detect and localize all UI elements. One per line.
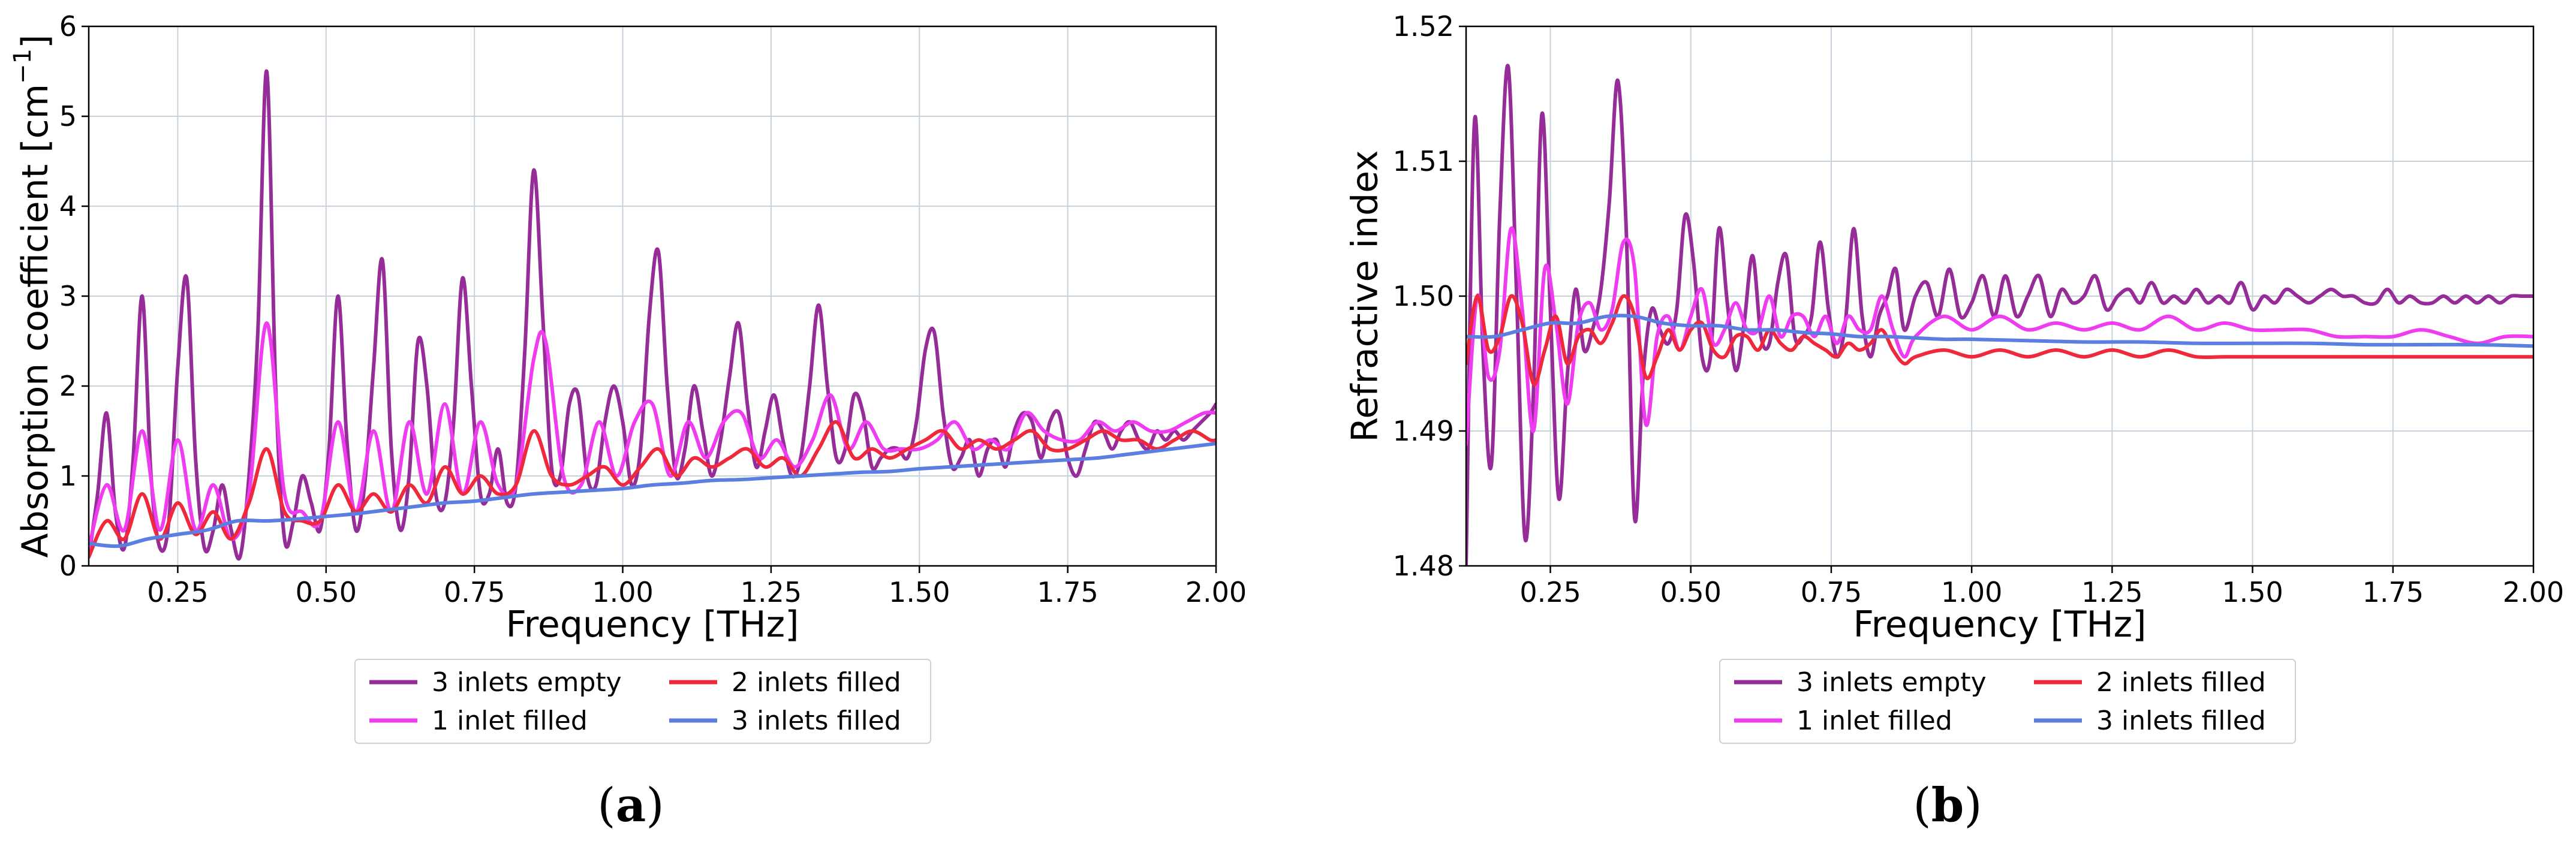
legend-label: 1 inlet filled (1796, 706, 1952, 736)
panel-a-y-axis-label-end: ] (14, 35, 56, 49)
panel-a-series-layer (89, 69, 1216, 561)
legend-item: 3 inlets empty (1734, 667, 1987, 698)
legend-item: 3 inlets empty (369, 667, 622, 698)
legend-label: 3 inlets empty (432, 667, 622, 698)
legend-label: 3 inlets filled (2096, 706, 2266, 736)
x-tick-label: 0.25 (147, 576, 208, 608)
legend-box (1719, 659, 2296, 744)
y-tick-label: 4 (59, 190, 77, 222)
legend-item: 2 inlets filled (669, 667, 901, 698)
series-line-3-inlets-empty (1466, 64, 2533, 566)
legend-item: 3 inlets filled (2034, 706, 2266, 736)
y-tick-label: 3 (59, 280, 77, 312)
x-tick-label: 1.00 (1941, 576, 2002, 608)
x-tick-label: 0.75 (444, 576, 505, 608)
legend-label: 3 inlets filled (732, 706, 901, 736)
y-tick-label: 1.50 (1393, 280, 1454, 312)
panel-a-y-axis-label-main: Absorption coefficient [cm (14, 84, 56, 558)
panel-b-legend: 3 inlets empty 1 inlet filled 2 inlets fil… (1719, 659, 2296, 744)
panel-a-legend: 3 inlets empty 1 inlet filled 2 inlets fil… (354, 659, 931, 744)
series-line-3-inlets-filled (89, 442, 1216, 548)
x-tick-label: 1.50 (889, 576, 950, 608)
y-tick-label: 6 (59, 10, 77, 43)
y-tick-label: 1.48 (1393, 550, 1454, 582)
panel-b-y-axis-label: Refractive index (1344, 150, 1386, 442)
legend-item: 3 inlets filled (669, 706, 901, 736)
x-tick-label: 1.00 (592, 576, 653, 608)
panel-a-caption-label: (a) (597, 778, 664, 833)
panel-a-caption-open: ( (597, 779, 615, 833)
x-tick-label: 2.00 (2503, 576, 2564, 608)
panel-a-caption-letter: a (616, 778, 646, 833)
y-tick-label: 1 (59, 460, 77, 492)
panel-b-caption-label: (b) (1913, 778, 1982, 833)
y-tick-label: 5 (59, 100, 77, 132)
legend-item: 1 inlet filled (1734, 706, 1952, 736)
panel-b-x-axis-label: Frequency [THz] (1853, 604, 2146, 646)
x-tick-label: 1.75 (1037, 576, 1098, 608)
x-tick-label: 1.50 (2222, 576, 2283, 608)
panel-a-absorption-chart: 0.25 0.50 0.75 1.00 1.25 1.50 1.75 2.000123456 … (9, 10, 1247, 833)
series-line-1-inlet-filled (89, 321, 1216, 550)
x-tick-label: 0.50 (1660, 576, 1722, 608)
y-tick-label: 0 (59, 550, 77, 582)
panel-a-caption-close: ) (646, 779, 664, 833)
panel-b-caption-letter: b (1931, 778, 1964, 833)
panel-b-caption-open: ( (1913, 779, 1931, 833)
y-tick-label: 2 (59, 370, 77, 402)
legend-label: 1 inlet filled (432, 706, 588, 736)
series-line-2-inlets-filled (89, 420, 1216, 559)
panel-a-x-axis-label: Frequency [THz] (505, 604, 799, 646)
x-tick-label: 1.75 (2363, 576, 2424, 608)
legend-label: 2 inlets filled (732, 667, 901, 698)
x-tick-label: 0.75 (1801, 576, 1862, 608)
series-line-2-inlets-filled (1466, 294, 2533, 386)
legend-item: 1 inlet filled (369, 706, 588, 736)
legend-label: 3 inlets empty (1796, 667, 1987, 698)
panel-a-y-axis-label: Absorption coefficient [cm−1] (9, 35, 56, 558)
legend-box (354, 659, 931, 744)
panel-a-ticks: 0.25 0.50 0.75 1.00 1.25 1.50 1.75 2.00 0 1 2 3 4 5 6 (59, 10, 1247, 608)
x-tick-label: 0.50 (296, 576, 357, 608)
series-line-3-inlets-empty (89, 69, 1216, 561)
panel-b-ticks: 0.25 0.50 0.75 1.00 1.25 1.50 1.75 2.00 1.48 1.49… (1393, 10, 2565, 608)
x-tick-label: 1.25 (2081, 576, 2142, 608)
series-line-3-inlets-filled (1466, 314, 2533, 348)
legend-label: 2 inlets filled (2096, 667, 2266, 698)
series-line-1-inlet-filled (1466, 226, 2533, 447)
x-tick-label: 2.00 (1185, 576, 1247, 608)
y-tick-label: 1.52 (1393, 10, 1454, 43)
panel-b-series-layer (1466, 64, 2533, 566)
y-tick-label: 1.51 (1393, 145, 1454, 177)
x-tick-label: 1.25 (741, 576, 802, 608)
x-tick-label: 0.25 (1519, 576, 1581, 608)
panel-a-y-axis-label-superscript: −1 (9, 49, 37, 84)
panel-b-refractive-index-chart: 0.25 0.50 0.75 1.00 1.25 1.50 1.75 2.00 1.48 1.49… (1344, 10, 2565, 833)
legend-item: 2 inlets filled (2034, 667, 2266, 698)
panel-b-caption-close: ) (1964, 779, 1982, 833)
y-tick-label: 1.49 (1393, 415, 1454, 447)
